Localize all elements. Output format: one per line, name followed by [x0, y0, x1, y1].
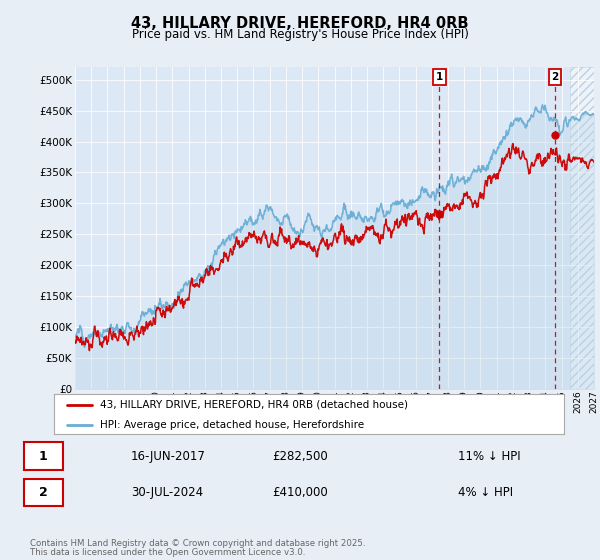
Text: Price paid vs. HM Land Registry's House Price Index (HPI): Price paid vs. HM Land Registry's House … — [131, 28, 469, 41]
Text: Contains HM Land Registry data © Crown copyright and database right 2025.: Contains HM Land Registry data © Crown c… — [30, 539, 365, 548]
Text: 43, HILLARY DRIVE, HEREFORD, HR4 0RB: 43, HILLARY DRIVE, HEREFORD, HR4 0RB — [131, 16, 469, 31]
FancyBboxPatch shape — [23, 479, 63, 506]
Text: 1: 1 — [39, 450, 48, 463]
Text: This data is licensed under the Open Government Licence v3.0.: This data is licensed under the Open Gov… — [30, 548, 305, 557]
Text: 43, HILLARY DRIVE, HEREFORD, HR4 0RB (detached house): 43, HILLARY DRIVE, HEREFORD, HR4 0RB (de… — [100, 400, 408, 410]
Text: £282,500: £282,500 — [272, 450, 328, 463]
Text: 4% ↓ HPI: 4% ↓ HPI — [458, 486, 513, 499]
Text: £410,000: £410,000 — [272, 486, 328, 499]
FancyBboxPatch shape — [23, 442, 63, 470]
Text: 16-JUN-2017: 16-JUN-2017 — [131, 450, 206, 463]
Text: 30-JUL-2024: 30-JUL-2024 — [131, 486, 203, 499]
Text: 2: 2 — [39, 486, 48, 499]
Bar — [569, 67, 594, 389]
Text: 11% ↓ HPI: 11% ↓ HPI — [458, 450, 521, 463]
Text: 1: 1 — [436, 72, 443, 82]
Text: 2: 2 — [551, 72, 559, 82]
Text: HPI: Average price, detached house, Herefordshire: HPI: Average price, detached house, Here… — [100, 420, 364, 430]
